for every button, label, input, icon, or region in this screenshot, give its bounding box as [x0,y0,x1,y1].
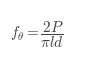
Text: $f_{\theta} = \dfrac{2P}{\pi ld}$: $f_{\theta} = \dfrac{2P}{\pi ld}$ [10,20,64,50]
